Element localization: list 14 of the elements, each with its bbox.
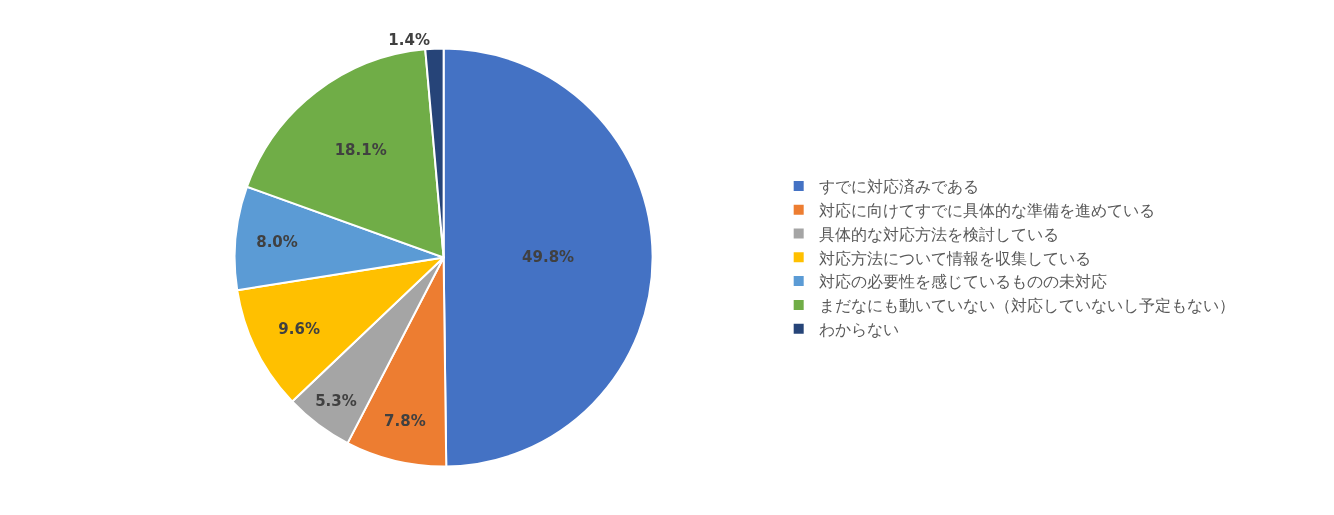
data-label: 8.0% — [256, 232, 298, 251]
legend-label: すでに対応済みである — [818, 177, 979, 197]
data-label: 1.4% — [388, 30, 430, 49]
data-label: 49.8% — [522, 247, 575, 266]
legend-label: まだなにも動いていない（対応していないし予定もない） — [818, 296, 1235, 316]
legend-label: わからない — [818, 319, 899, 339]
legend-label: 対応方法について情報を収集している — [818, 248, 1091, 268]
data-label: 7.8% — [384, 412, 426, 431]
data-label: 5.3% — [315, 391, 357, 410]
data-label: 9.6% — [278, 319, 320, 338]
legend-label: 具体的な対応方法を検討している — [818, 224, 1059, 244]
legend-label: 対応に向けてすでに具体的な準備を進めている — [818, 200, 1155, 220]
legend-label: 対応の必要性を感じているものの未対応 — [818, 272, 1107, 292]
data-label: 18.1% — [334, 140, 387, 159]
